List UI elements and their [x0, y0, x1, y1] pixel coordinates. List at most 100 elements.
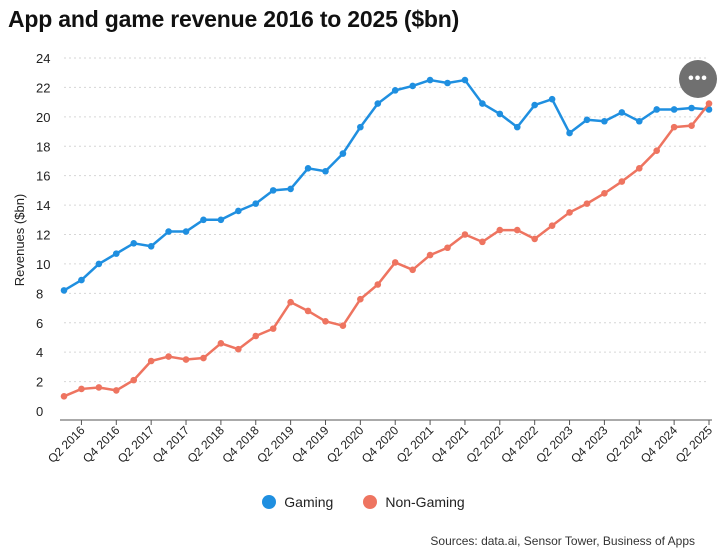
point-gaming [130, 240, 138, 247]
point-gaming [409, 82, 416, 90]
point-gaming [374, 100, 382, 107]
y-axis-label: Revenues ($bn) [12, 194, 27, 287]
point-non-gaming [391, 259, 399, 266]
point-non-gaming [130, 376, 138, 384]
point-gaming [461, 76, 469, 84]
point-gaming [479, 100, 486, 107]
point-gaming [60, 287, 68, 294]
point-non-gaming [601, 190, 608, 197]
point-non-gaming [583, 200, 591, 207]
x-tick-label: Q2 2023 [533, 423, 576, 466]
point-non-gaming [60, 392, 68, 400]
point-gaming [147, 242, 155, 250]
y-tick-label: 18 [36, 139, 50, 154]
point-gaming [496, 110, 504, 118]
chart-title: App and game revenue 2016 to 2025 ($bn) [8, 6, 460, 32]
y-tick-label: 2 [36, 375, 43, 390]
point-gaming [583, 116, 591, 124]
point-non-gaming [322, 317, 329, 325]
x-tick-label: Q2 2017 [115, 423, 158, 466]
point-gaming [391, 87, 399, 94]
x-tick-label: Q4 2020 [359, 423, 402, 466]
legend-item-non-gaming[interactable]: Non-Gaming [363, 494, 465, 510]
legend-item-gaming[interactable]: Gaming [262, 494, 333, 510]
point-gaming [548, 95, 556, 103]
legend-swatch-gaming [262, 495, 277, 509]
point-gaming [165, 228, 172, 235]
point-gaming [601, 117, 608, 125]
x-tick-label: Q4 2021 [429, 423, 472, 466]
point-non-gaming [269, 325, 277, 332]
y-tick-label: 22 [36, 80, 50, 95]
point-gaming [182, 228, 190, 235]
point-gaming [426, 76, 434, 84]
y-tick-label: 0 [36, 404, 43, 419]
x-tick-label: Q2 2024 [603, 423, 646, 466]
y-tick-label: 20 [36, 110, 50, 125]
point-non-gaming [496, 226, 504, 234]
more-options-button[interactable]: ••• [679, 60, 717, 98]
y-tick-label: 6 [36, 316, 43, 331]
y-tick-label: 10 [36, 257, 50, 272]
point-gaming [252, 200, 260, 207]
point-gaming [78, 276, 85, 284]
x-tick-label: Q4 2023 [568, 423, 611, 466]
point-gaming [339, 150, 347, 157]
point-non-gaming [513, 226, 521, 234]
x-tick-label: Q2 2018 [185, 423, 228, 466]
point-gaming [235, 207, 242, 215]
x-tick-label: Q4 2019 [289, 423, 332, 466]
point-non-gaming [461, 231, 469, 238]
point-non-gaming [426, 251, 434, 259]
series-line-gaming [63, 78, 710, 292]
point-non-gaming [182, 356, 190, 363]
point-non-gaming [357, 295, 364, 303]
x-tick-label: Q2 2021 [394, 423, 437, 466]
point-gaming [670, 106, 678, 113]
point-gaming [200, 216, 207, 224]
x-tick-label: Q2 2019 [254, 423, 297, 466]
point-gaming [95, 260, 103, 268]
point-non-gaming [653, 147, 661, 154]
x-tick-label: Q2 2016 [45, 423, 88, 466]
point-gaming [688, 104, 695, 112]
point-gaming [531, 101, 538, 109]
x-tick-label: Q2 2022 [463, 423, 506, 466]
x-tick-label: Q4 2024 [638, 423, 681, 466]
point-non-gaming [444, 244, 451, 252]
x-tick-label: Q2 2025 [673, 423, 716, 466]
point-gaming [444, 79, 451, 87]
more-horizontal-icon: ••• [688, 70, 708, 87]
point-non-gaming [235, 345, 242, 353]
point-non-gaming [95, 384, 103, 391]
x-tick-label: Q4 2018 [219, 423, 262, 466]
legend-swatch-non-gaming [363, 495, 378, 509]
point-non-gaming [304, 307, 312, 315]
point-gaming [653, 106, 661, 113]
point-non-gaming [374, 281, 382, 288]
point-gaming [287, 185, 294, 193]
y-tick-label: 16 [36, 169, 50, 184]
x-tick-label: Q4 2017 [150, 423, 193, 466]
chart-legend: Gaming Non-Gaming [0, 494, 727, 510]
point-non-gaming [112, 387, 120, 394]
point-non-gaming [531, 235, 538, 243]
y-tick-label: 8 [36, 286, 43, 301]
source-note: Sources: data.ai, Sensor Tower, Business… [430, 534, 695, 548]
point-non-gaming [165, 353, 172, 360]
y-tick-label: 24 [36, 51, 50, 66]
point-gaming [304, 165, 312, 172]
y-tick-label: 12 [36, 228, 50, 243]
y-tick-label: 4 [36, 345, 43, 360]
grid-lines [64, 57, 709, 383]
point-non-gaming [409, 266, 416, 274]
point-non-gaming [287, 298, 294, 306]
x-tick-label: Q2 2020 [324, 423, 367, 466]
point-non-gaming [252, 332, 260, 340]
series-layer [60, 76, 713, 400]
point-non-gaming [339, 322, 347, 329]
point-gaming [112, 250, 120, 257]
point-gaming [635, 117, 643, 125]
